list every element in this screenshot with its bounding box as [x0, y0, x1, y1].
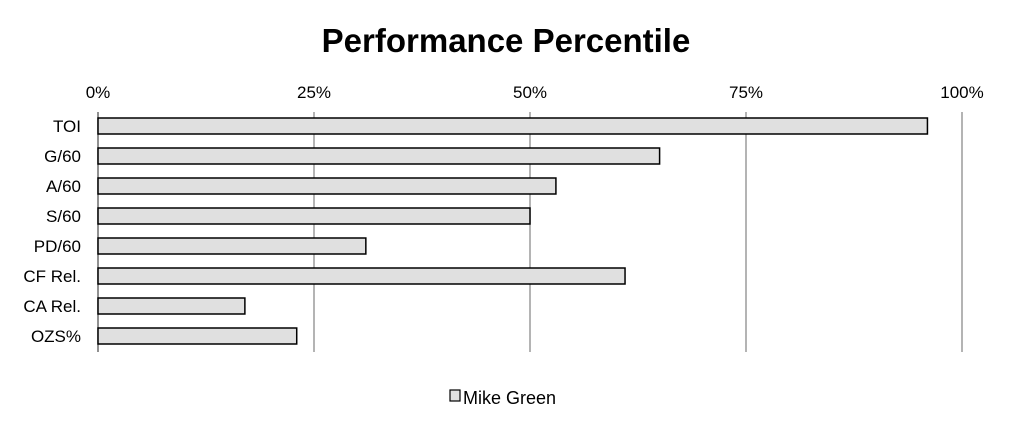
bar	[97, 117, 929, 135]
bar	[97, 327, 298, 345]
bar	[97, 207, 531, 225]
category-label: S/60	[46, 207, 81, 226]
x-tick-label: 25%	[297, 83, 331, 102]
x-tick-label: 0%	[86, 83, 111, 102]
category-label: PD/60	[34, 237, 81, 256]
category-label: A/60	[46, 177, 81, 196]
category-label: CA Rel.	[23, 297, 81, 316]
legend-label: Mike Green	[463, 388, 556, 408]
chart-title: Performance Percentile	[322, 22, 691, 59]
category-label: G/60	[44, 147, 81, 166]
category-label: CF Rel.	[23, 267, 81, 286]
x-tick-label: 100%	[940, 83, 983, 102]
bar	[97, 297, 246, 315]
x-axis-tick-labels: 0% 25% 50% 75% 100%	[86, 83, 984, 102]
category-label: OZS%	[31, 327, 81, 346]
bars	[97, 117, 929, 345]
category-label: TOI	[53, 117, 81, 136]
bar	[97, 177, 557, 195]
legend: Mike Green	[449, 388, 556, 408]
bar	[97, 237, 367, 255]
x-tick-label: 75%	[729, 83, 763, 102]
y-axis-category-labels: TOI G/60 A/60 S/60 PD/60 CF Rel. CA Rel. OZS%	[23, 117, 81, 346]
bar	[97, 267, 626, 285]
x-tick-label: 50%	[513, 83, 547, 102]
bar	[97, 147, 661, 165]
legend-swatch	[449, 389, 461, 402]
